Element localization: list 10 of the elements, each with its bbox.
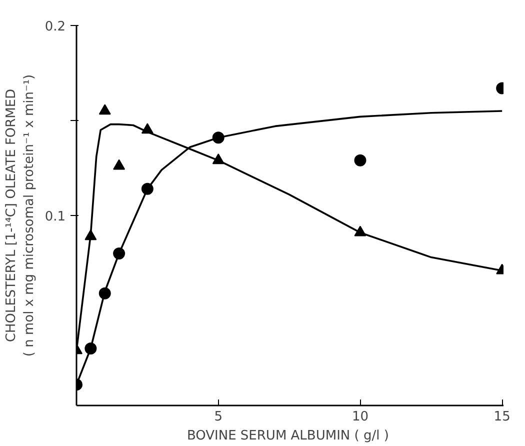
x-tick-label: 5	[214, 410, 223, 424]
y-tick-label: 0.2	[44, 20, 66, 34]
point	[113, 159, 126, 170]
y-axis-title: CHOLESTERYL [1-¹⁴C] OLEATE FORMED ( n mol x mg microsomal protein⁻¹ x min⁻¹)	[4, 74, 37, 357]
x-axis-title: BOVINE SERUM ALBUMIN ( g/l )	[186, 428, 389, 444]
point	[354, 154, 366, 166]
y-tick-label: 0.1	[44, 210, 66, 224]
x-tick-label: 10	[352, 410, 368, 424]
x-tick-label: 15	[494, 410, 510, 424]
point	[98, 104, 111, 115]
